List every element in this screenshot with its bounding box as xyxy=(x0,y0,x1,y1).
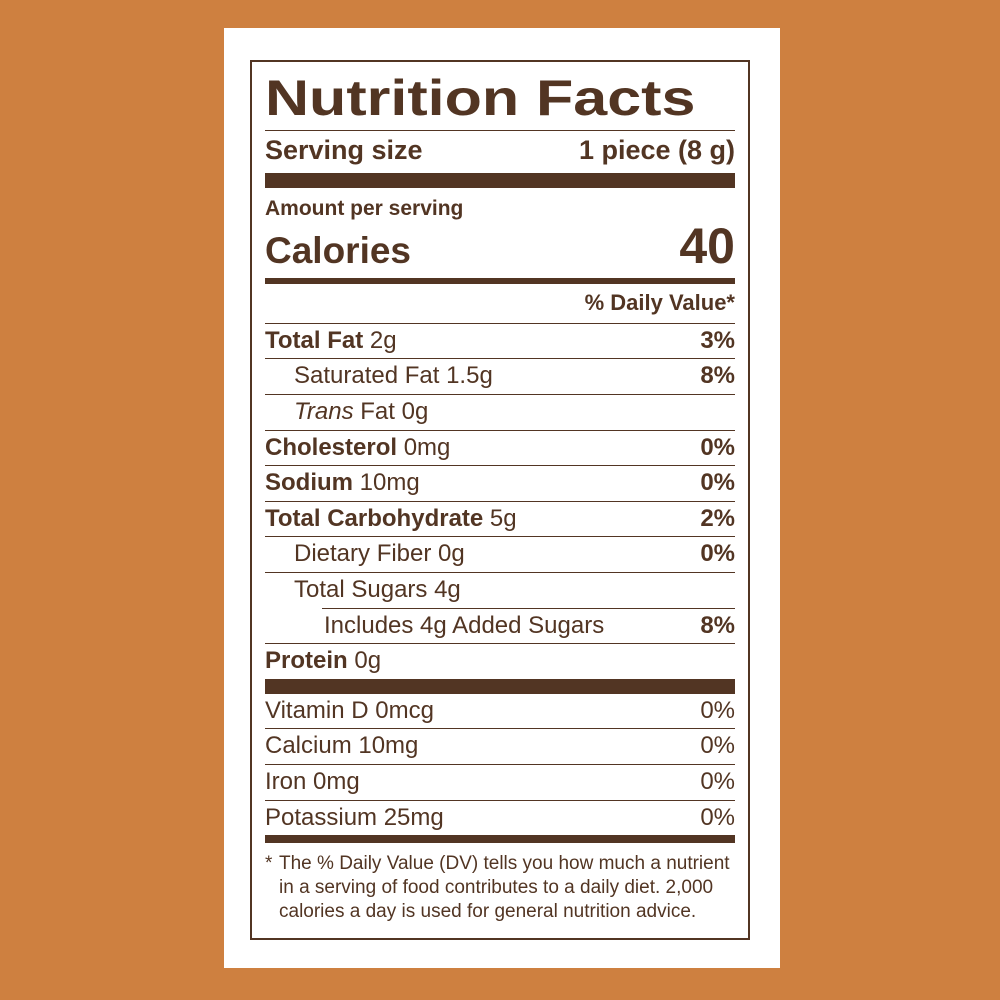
nutrient-amount: Fat 0g xyxy=(353,398,429,426)
nutrient-row: Protein 0g xyxy=(265,643,735,679)
nutrient-name-bold: Total Fat xyxy=(265,326,364,354)
nutrient-name-bold: Cholesterol xyxy=(265,433,398,461)
calories-value: 40 xyxy=(679,218,735,275)
nutrient-amount: Potassium 25mg xyxy=(265,803,444,831)
serving-size-value: 1 piece (8 g) xyxy=(578,135,735,165)
serving-size-label: Serving size xyxy=(265,135,423,165)
nutrition-label-border-box: Nutrition Facts Serving size 1 piece (8 … xyxy=(250,60,750,940)
nutrient-name: Includes 4g Added Sugars xyxy=(324,612,604,640)
nutrient-amount: Includes 4g Added Sugars xyxy=(324,611,605,639)
nutrient-amount: 5g xyxy=(483,504,517,532)
daily-value-percent: 0% xyxy=(700,540,735,568)
nutrient-row: Total Fat 2g 3% xyxy=(265,322,735,359)
thick-divider-bar-bottom xyxy=(265,678,735,694)
nutrient-amount: 10mg xyxy=(353,469,420,497)
nutrient-name: Protein 0g xyxy=(265,647,381,675)
amount-per-serving-label: Amount per serving xyxy=(265,197,464,221)
nutrient-name: Total Sugars 4g xyxy=(294,576,461,604)
nutrient-row: Trans Fat 0g xyxy=(265,394,735,430)
nutrient-name: Potassium 25mg xyxy=(265,804,444,832)
footnote-asterisk: * xyxy=(265,853,273,875)
daily-value-percent: 3% xyxy=(700,326,735,354)
nutrient-amount: Calcium 10mg xyxy=(265,732,419,760)
medium-divider-bar xyxy=(265,277,735,284)
daily-value-percent: 0% xyxy=(700,433,735,461)
label-title: Nutrition Facts xyxy=(265,70,696,126)
nutrient-amount: 0mg xyxy=(397,433,451,461)
nutrient-row: Dietary Fiber 0g 0% xyxy=(265,536,735,572)
nutrient-amount: 2g xyxy=(363,326,397,354)
thick-divider-bar-top xyxy=(265,173,735,189)
footnote-text: The % Daily Value (DV) tells you how muc… xyxy=(279,853,730,923)
nutrient-row: Includes 4g Added Sugars 8% xyxy=(322,607,735,644)
daily-value-percent: 0% xyxy=(700,768,735,795)
nutrient-name-italic: Trans xyxy=(294,398,354,426)
micronutrient-rows-section: Vitamin D 0mcg 0% Calcium 10mg 0% Iron 0mg 0%… xyxy=(265,694,735,835)
nutrient-row: Total Sugars 4g xyxy=(265,572,735,608)
daily-value-percent: 8% xyxy=(700,611,735,639)
daily-value-percent: 2% xyxy=(700,504,735,532)
nutrition-label-card: Nutrition Facts Serving size 1 piece (8 … xyxy=(224,28,780,968)
small-divider-bar xyxy=(265,835,735,844)
footnote: * The % Daily Value (DV) tells you how m… xyxy=(265,852,735,924)
daily-value-percent: 8% xyxy=(700,362,735,390)
nutrient-row: Sodium 10mg 0% xyxy=(265,465,735,501)
nutrient-amount: Dietary Fiber 0g xyxy=(294,540,465,568)
nutrient-name: Dietary Fiber 0g xyxy=(294,540,465,568)
calories-label: Calories xyxy=(265,230,412,272)
daily-value-percent: 0% xyxy=(700,696,735,724)
nutrient-amount: Iron 0mg xyxy=(265,768,360,795)
nutrient-name: Vitamin D 0mcg xyxy=(265,697,434,725)
daily-value-header: % Daily Value* xyxy=(584,289,735,315)
daily-value-percent: 0% xyxy=(700,732,735,760)
micronutrient-row: Potassium 25mg 0% xyxy=(265,799,735,836)
nutrient-amount: Vitamin D 0mcg xyxy=(265,696,434,724)
nutrient-name-bold: Total Carbohydrate xyxy=(265,504,484,532)
nutrient-name-bold: Sodium xyxy=(265,469,353,497)
calories-row: Calories 40 xyxy=(265,221,735,272)
nutrient-row: Saturated Fat 1.5g 8% xyxy=(265,358,735,394)
nutrient-name: Calcium 10mg xyxy=(265,732,418,760)
daily-value-percent: 0% xyxy=(700,469,735,497)
nutrient-amount: Total Sugars 4g xyxy=(294,576,461,604)
nutrient-name-bold: Protein xyxy=(265,647,348,675)
nutrient-amount: Saturated Fat 1.5g xyxy=(294,362,493,390)
micronutrient-row: Vitamin D 0mcg 0% xyxy=(265,694,735,729)
nutrient-name: Cholesterol 0mg xyxy=(265,434,450,462)
micronutrient-row: Iron 0mg 0% xyxy=(265,764,735,800)
micronutrient-row: Calcium 10mg 0% xyxy=(265,728,735,764)
nutrient-name: Trans Fat 0g xyxy=(294,398,428,426)
nutrient-row: Total Carbohydrate 5g 2% xyxy=(265,500,735,537)
daily-value-percent: 0% xyxy=(700,803,735,831)
nutrient-rows-section: Total Fat 2g 3% Saturated Fat 1.5g 8% Trans … xyxy=(265,322,735,679)
serving-size-row: Serving size 1 piece (8 g) xyxy=(265,131,735,173)
nutrient-name: Total Carbohydrate 5g xyxy=(265,505,517,533)
nutrient-row: Cholesterol 0mg 0% xyxy=(265,429,735,466)
nutrient-name: Total Fat 2g xyxy=(265,327,397,355)
nutrient-amount: 0g xyxy=(347,647,382,675)
nutrient-name: Saturated Fat 1.5g xyxy=(294,362,493,390)
nutrient-name: Sodium 10mg xyxy=(265,469,420,497)
divider-thin xyxy=(265,130,735,131)
nutrient-name: Iron 0mg xyxy=(265,768,360,796)
